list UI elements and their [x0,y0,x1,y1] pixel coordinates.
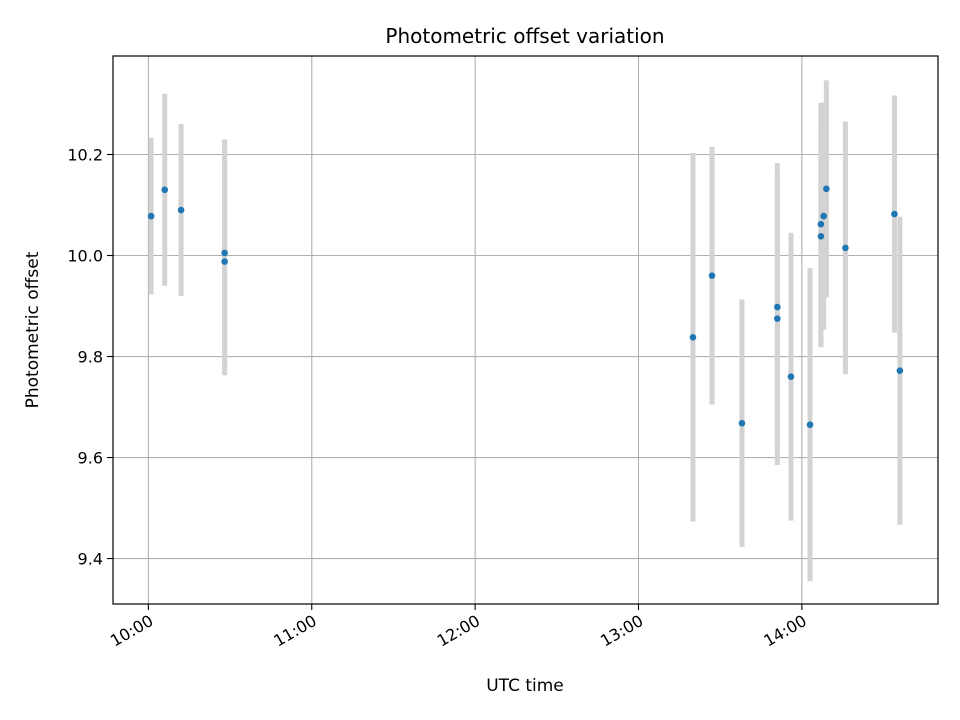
chart-title: Photometric offset variation [385,24,664,48]
data-points [147,185,904,429]
x-axis-label: UTC time [486,676,564,696]
y-tick-label-2: 9.8 [78,348,103,367]
data-point-4 [221,258,228,265]
y-tick-label-0: 9.4 [78,550,103,569]
y-tick-label-3: 10.0 [67,247,103,266]
y-tick-label-1: 9.6 [78,449,103,468]
data-point-1 [161,186,169,194]
data-point-8 [774,303,781,311]
data-point-13 [817,220,825,228]
grid [113,56,938,604]
data-point-17 [891,210,898,218]
y-axis-label: Photometric offset [23,251,43,408]
data-point-12 [817,233,825,240]
data-point-9 [774,315,781,322]
data-point-2 [177,206,185,214]
data-point-16 [842,244,849,252]
data-point-10 [787,373,795,381]
plot-frame [112,55,939,605]
data-point-3 [221,249,228,257]
data-point-11 [806,421,814,429]
data-point-18 [896,367,904,374]
data-point-14 [820,212,827,220]
y-tick-label-4: 10.2 [67,145,103,164]
data-point-0 [147,212,155,220]
data-point-7 [738,419,746,427]
data-point-6 [708,272,716,280]
data-point-15 [823,185,830,193]
data-point-5 [689,334,697,341]
